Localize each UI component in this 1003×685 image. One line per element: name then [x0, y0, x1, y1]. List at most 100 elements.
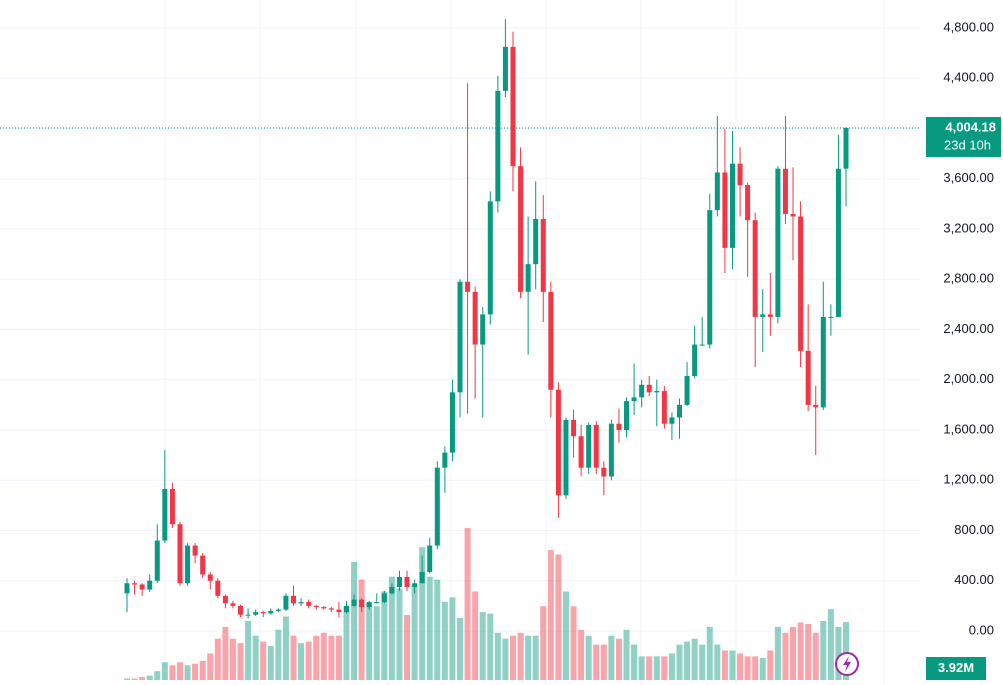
volume-bar [691, 638, 698, 680]
candle-body [533, 218, 539, 265]
volume-bar [593, 644, 600, 680]
volume-bar [411, 585, 418, 680]
candle-body [366, 602, 372, 608]
volume-bar [578, 629, 585, 680]
candle-body [457, 281, 463, 393]
candle-body [571, 419, 577, 437]
volume-bar [820, 620, 827, 680]
candle-body [813, 404, 819, 408]
countdown-label: 23d 10h [944, 137, 991, 152]
volume-bar [449, 597, 456, 680]
candle-body [162, 489, 168, 541]
volume-bar [237, 643, 244, 680]
volume-bar [752, 656, 759, 680]
volume-bar [676, 644, 683, 680]
volume-bar [222, 626, 229, 680]
candle-body [487, 201, 493, 315]
candle-body [798, 216, 804, 351]
volume-bar [381, 591, 388, 680]
volume-bar [320, 632, 327, 680]
candle-body [359, 599, 365, 608]
candle-body [192, 545, 198, 556]
candle-body [714, 172, 720, 211]
y-tick-label: 4,800.00 [943, 19, 994, 34]
candle-body [185, 545, 191, 584]
volume-bar [305, 641, 312, 680]
candle-body [767, 314, 773, 317]
y-tick-label: 2,800.00 [943, 271, 994, 286]
y-tick-label: 1,200.00 [943, 472, 994, 487]
volume-bar [479, 612, 486, 680]
candle-body [230, 603, 236, 606]
candle-body [737, 163, 743, 186]
volume-bar [843, 622, 849, 680]
volume-bar [335, 635, 342, 680]
candle-body [752, 220, 758, 317]
y-tick-label: 1,600.00 [943, 421, 994, 436]
volume-bar [388, 576, 395, 680]
volume-bar [358, 579, 365, 680]
candle-body [434, 467, 440, 546]
volume-bar [351, 561, 358, 680]
candle-body [124, 583, 130, 594]
volume-bar [562, 591, 569, 680]
candle-body [291, 595, 297, 604]
volume-bar [555, 554, 562, 680]
volume-bar [214, 638, 221, 680]
volume-bar [426, 576, 433, 680]
candle-body [692, 344, 698, 376]
volume-bar [169, 665, 176, 680]
y-tick-label: 3,600.00 [943, 170, 994, 185]
candle-body [661, 391, 667, 424]
candle-body [169, 489, 175, 525]
candle-body [676, 404, 682, 418]
candle-body [427, 545, 433, 572]
volume-bar [805, 623, 812, 680]
volume-bar [275, 629, 282, 680]
candle-body [745, 185, 751, 221]
candle-body [646, 384, 652, 393]
candle-body [336, 609, 342, 613]
candle-body [563, 419, 569, 496]
volume-bar [161, 662, 168, 680]
candle-body [306, 602, 312, 606]
volume-bar [366, 603, 373, 680]
volume-bar [668, 653, 675, 680]
volume-bar [146, 675, 153, 680]
volume-bar [298, 643, 305, 680]
volume-bar [774, 626, 781, 680]
flash-icon[interactable] [835, 652, 859, 676]
last-volume-box [926, 657, 986, 680]
candle-body [404, 576, 410, 588]
candle-body [419, 571, 425, 584]
candle-body [669, 417, 675, 424]
candle-body [608, 423, 614, 477]
candle-body [601, 467, 607, 477]
volume-bar [812, 632, 819, 680]
volume-bar [343, 606, 350, 680]
candle-body [215, 580, 221, 596]
y-tick-label: 3,200.00 [943, 220, 994, 235]
flash-bolt[interactable] [843, 656, 851, 672]
y-tick-label: 2,000.00 [943, 371, 994, 386]
y-tick-label: 800.00 [954, 522, 994, 537]
volume-bar [441, 601, 448, 680]
candle-body [465, 281, 471, 292]
candle-body [835, 168, 841, 317]
volume-bar [570, 606, 577, 680]
volume-bar [517, 632, 524, 680]
volume-bar [721, 650, 728, 680]
volume-bar [699, 644, 706, 680]
volume-bar [737, 653, 744, 680]
candle-body [586, 424, 592, 468]
time-grid [164, 0, 885, 685]
candle-body [843, 127, 849, 169]
volume-bar [759, 657, 766, 680]
y-tick-label: 400.00 [954, 572, 994, 587]
candle-body [616, 423, 622, 430]
volume-bar [623, 629, 630, 680]
volume-bar [472, 591, 479, 680]
volume-bar [252, 635, 259, 680]
volume-bar [502, 638, 509, 680]
volume-bar [313, 635, 320, 680]
